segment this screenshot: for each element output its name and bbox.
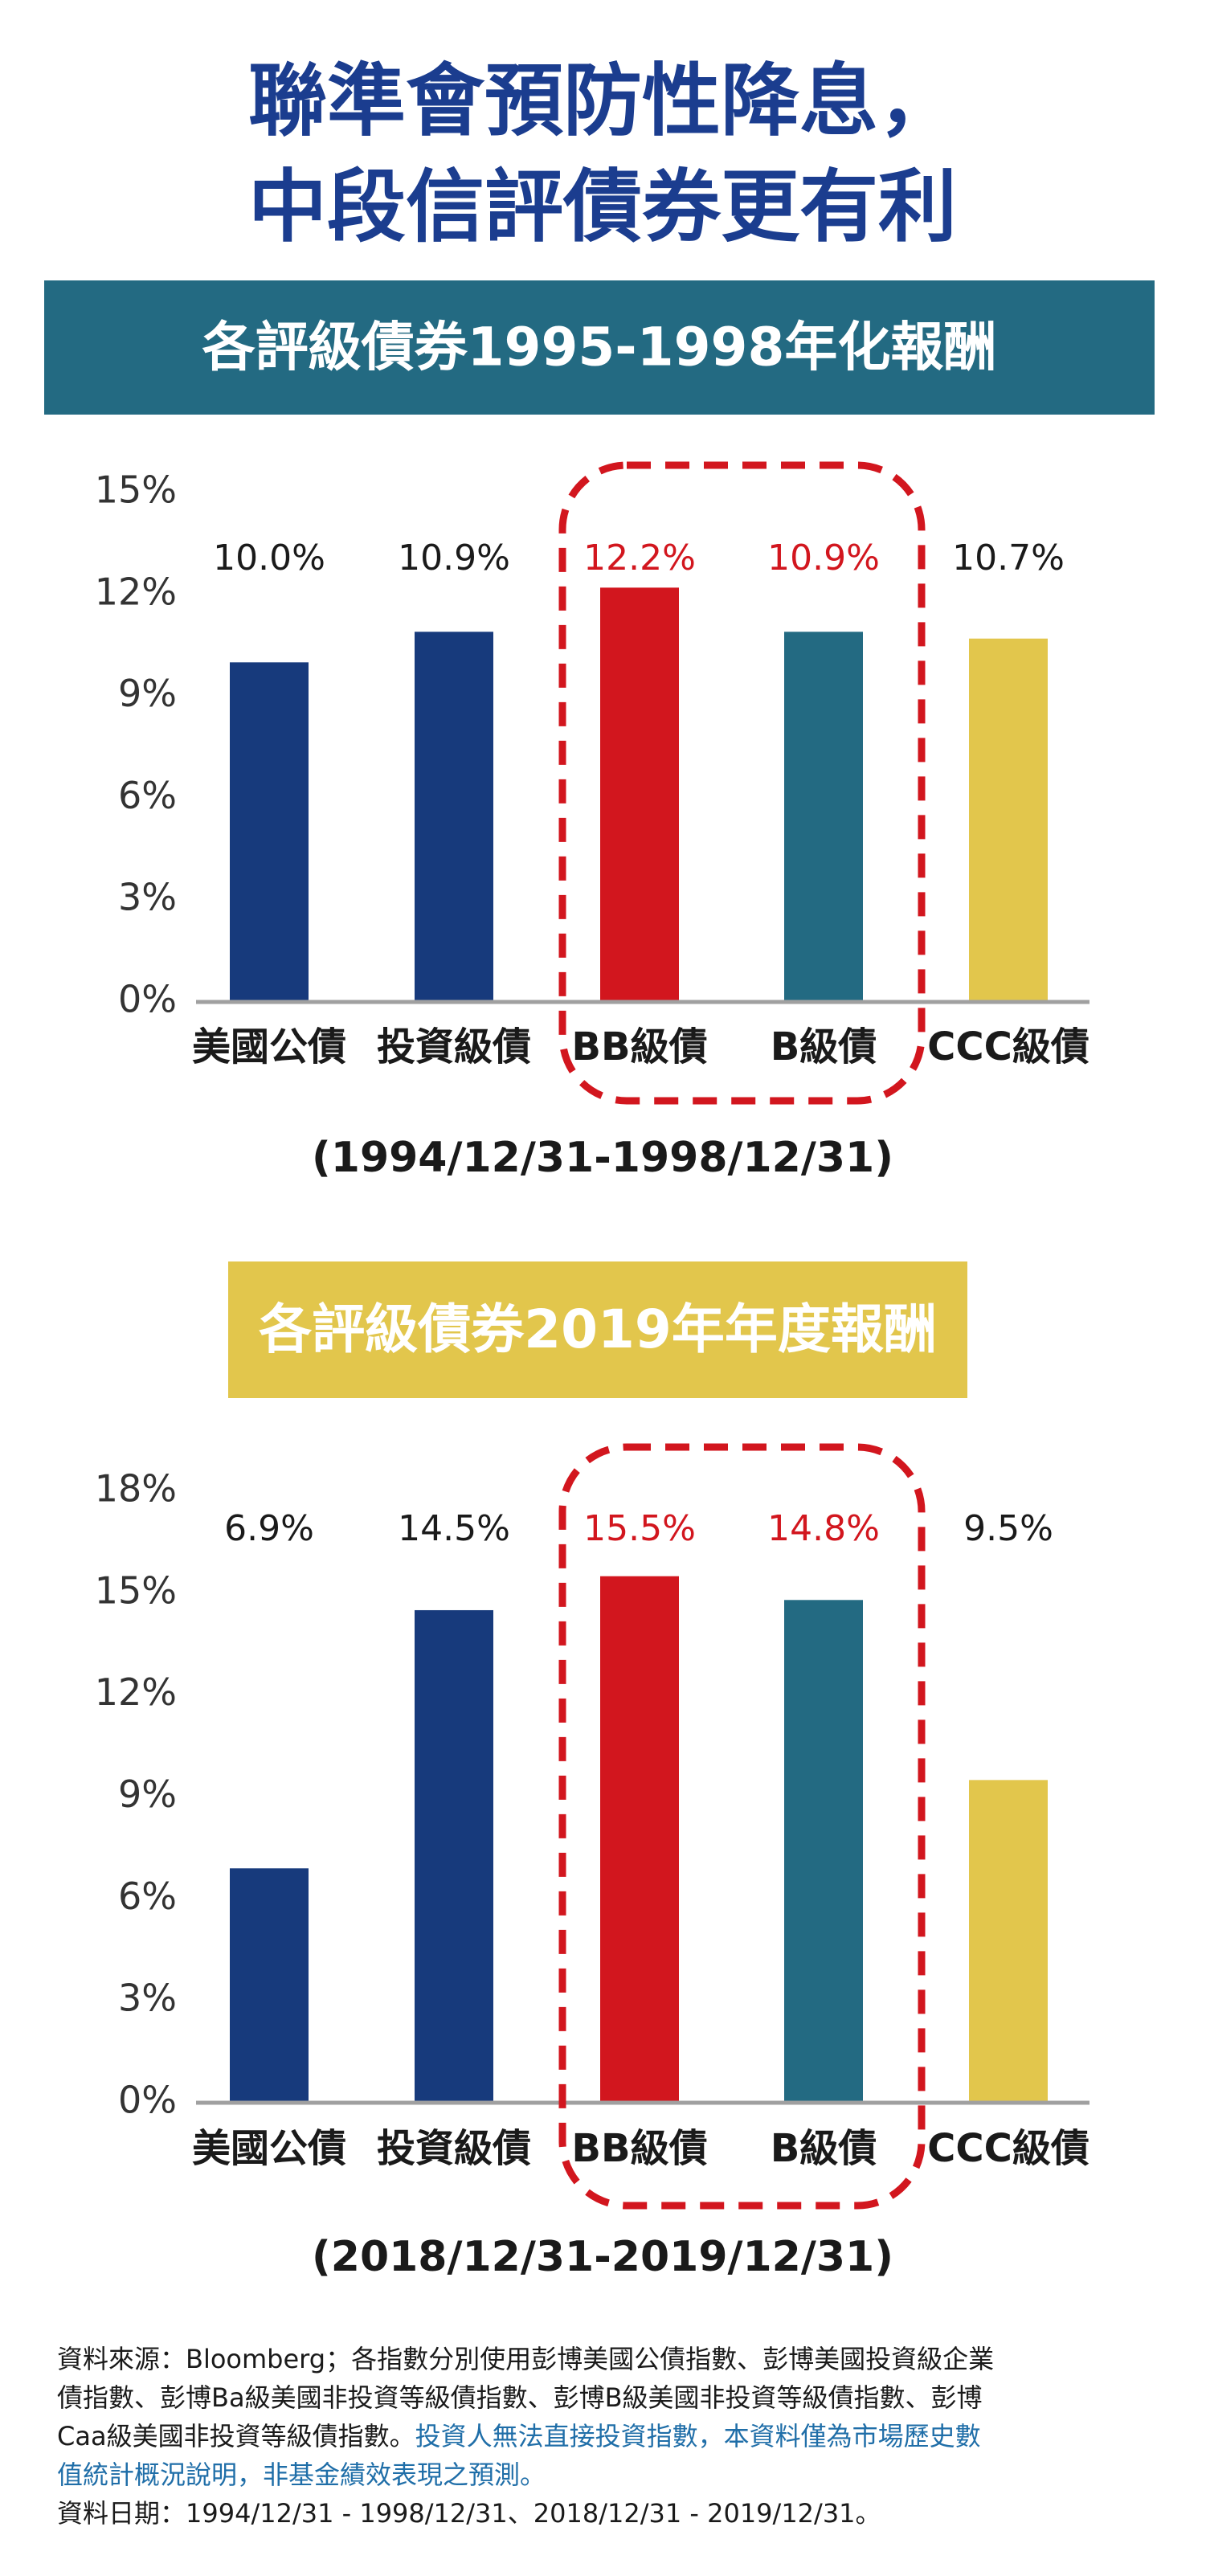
x-tick-label: 美國公債 [192, 2126, 346, 2171]
bar [600, 587, 679, 1002]
page-title: 中段信評債券更有利 [248, 162, 957, 253]
y-tick-label: 15% [95, 468, 177, 512]
bar [600, 1576, 679, 2103]
header-band [228, 1261, 967, 1398]
highlight-box [558, 461, 926, 1105]
x-tick-label: CCC級債 [927, 1024, 1089, 1069]
x-tick-label: 投資級債 [377, 2126, 531, 2171]
x-tick-label: BB級債 [571, 2126, 707, 2171]
footnote-text: 投資人無法直接投資指數，本資料僅為市場歷史數 [415, 2421, 981, 2451]
footnote-text: 值統計概況說明，非基金績效表現之預測。 [57, 2459, 546, 2490]
header-band [44, 280, 1155, 415]
bar [969, 1780, 1048, 2103]
value-label: 12.2% [583, 538, 696, 579]
chart-subtitle: (1994/12/31-1998/12/31) [312, 1134, 893, 1182]
bar [230, 662, 309, 1002]
y-tick-label: 3% [118, 876, 177, 919]
footnote-line: 資料來源：Bloomberg；各指數分別使用彭博美國公債指數、彭博美國投資級企業 [57, 2344, 994, 2374]
y-tick-label: 12% [95, 570, 177, 613]
value-label: 10.9% [398, 538, 510, 579]
y-tick-label: 18% [95, 1467, 177, 1511]
value-label: 15.5% [583, 1508, 696, 1549]
bar [415, 632, 493, 1002]
footnote-line: Caa級美國非投資等級債指數。投資人無法直接投資指數，本資料僅為市場歷史數 [57, 2421, 981, 2451]
bar [784, 1600, 863, 2103]
chart-title: 各評級債券2019年年度報酬 [259, 1298, 937, 1360]
footnote-text: Caa級美國非投資等級債指數。 [57, 2421, 415, 2451]
x-tick-label: B級債 [771, 1024, 877, 1069]
value-label: 14.8% [767, 1508, 880, 1549]
footnote-text: 資料日期：1994/12/31 - 1998/12/31、2018/12/31 … [57, 2498, 881, 2529]
bar [969, 638, 1048, 1002]
y-tick-label: 6% [118, 1875, 177, 1918]
y-tick-label: 15% [95, 1568, 177, 1612]
y-tick-label: 0% [118, 2079, 177, 2122]
y-tick-label: 9% [118, 672, 177, 715]
footnote-line: 債指數、彭博Ba級美國非投資等級債指數、彭博B級美國非投資等級債指數、彭博 [57, 2382, 983, 2413]
footnote-text: 債指數、彭博Ba級美國非投資等級債指數、彭博B級美國非投資等級債指數、彭博 [57, 2382, 983, 2413]
chart-subtitle: (2018/12/31-2019/12/31) [312, 2233, 893, 2281]
bar [784, 632, 863, 1002]
x-tick-label: CCC級債 [927, 2126, 1089, 2171]
x-tick-label: B級債 [771, 2126, 877, 2171]
value-label: 10.0% [213, 538, 325, 579]
x-tick-label: BB級債 [571, 1024, 707, 1069]
value-label: 14.5% [398, 1508, 510, 1549]
value-label: 10.9% [767, 538, 880, 579]
y-tick-label: 12% [95, 1670, 177, 1714]
y-tick-label: 3% [118, 1977, 177, 2020]
y-tick-label: 0% [118, 978, 177, 1021]
x-tick-label: 投資級債 [377, 1024, 531, 1069]
footnote-text: 資料來源：Bloomberg；各指數分別使用彭博美國公債指數、彭博美國投資級企業 [57, 2344, 994, 2374]
y-tick-label: 9% [118, 1773, 177, 1816]
y-tick-label: 6% [118, 774, 177, 817]
chart-title: 各評級債券1995-1998年化報酬 [202, 317, 997, 378]
x-tick-label: 美國公債 [192, 1024, 346, 1069]
value-label: 10.7% [952, 538, 1065, 579]
value-label: 6.9% [224, 1508, 314, 1549]
bar [230, 1868, 309, 2103]
bar [415, 1609, 493, 2103]
footnote-line: 值統計概況說明，非基金績效表現之預測。 [57, 2459, 546, 2490]
value-label: 9.5% [963, 1508, 1053, 1549]
page-title: 聯準會預防性降息， [248, 55, 957, 147]
highlight-box [558, 1443, 926, 2210]
footnote-line: 資料日期：1994/12/31 - 1998/12/31、2018/12/31 … [57, 2498, 881, 2529]
